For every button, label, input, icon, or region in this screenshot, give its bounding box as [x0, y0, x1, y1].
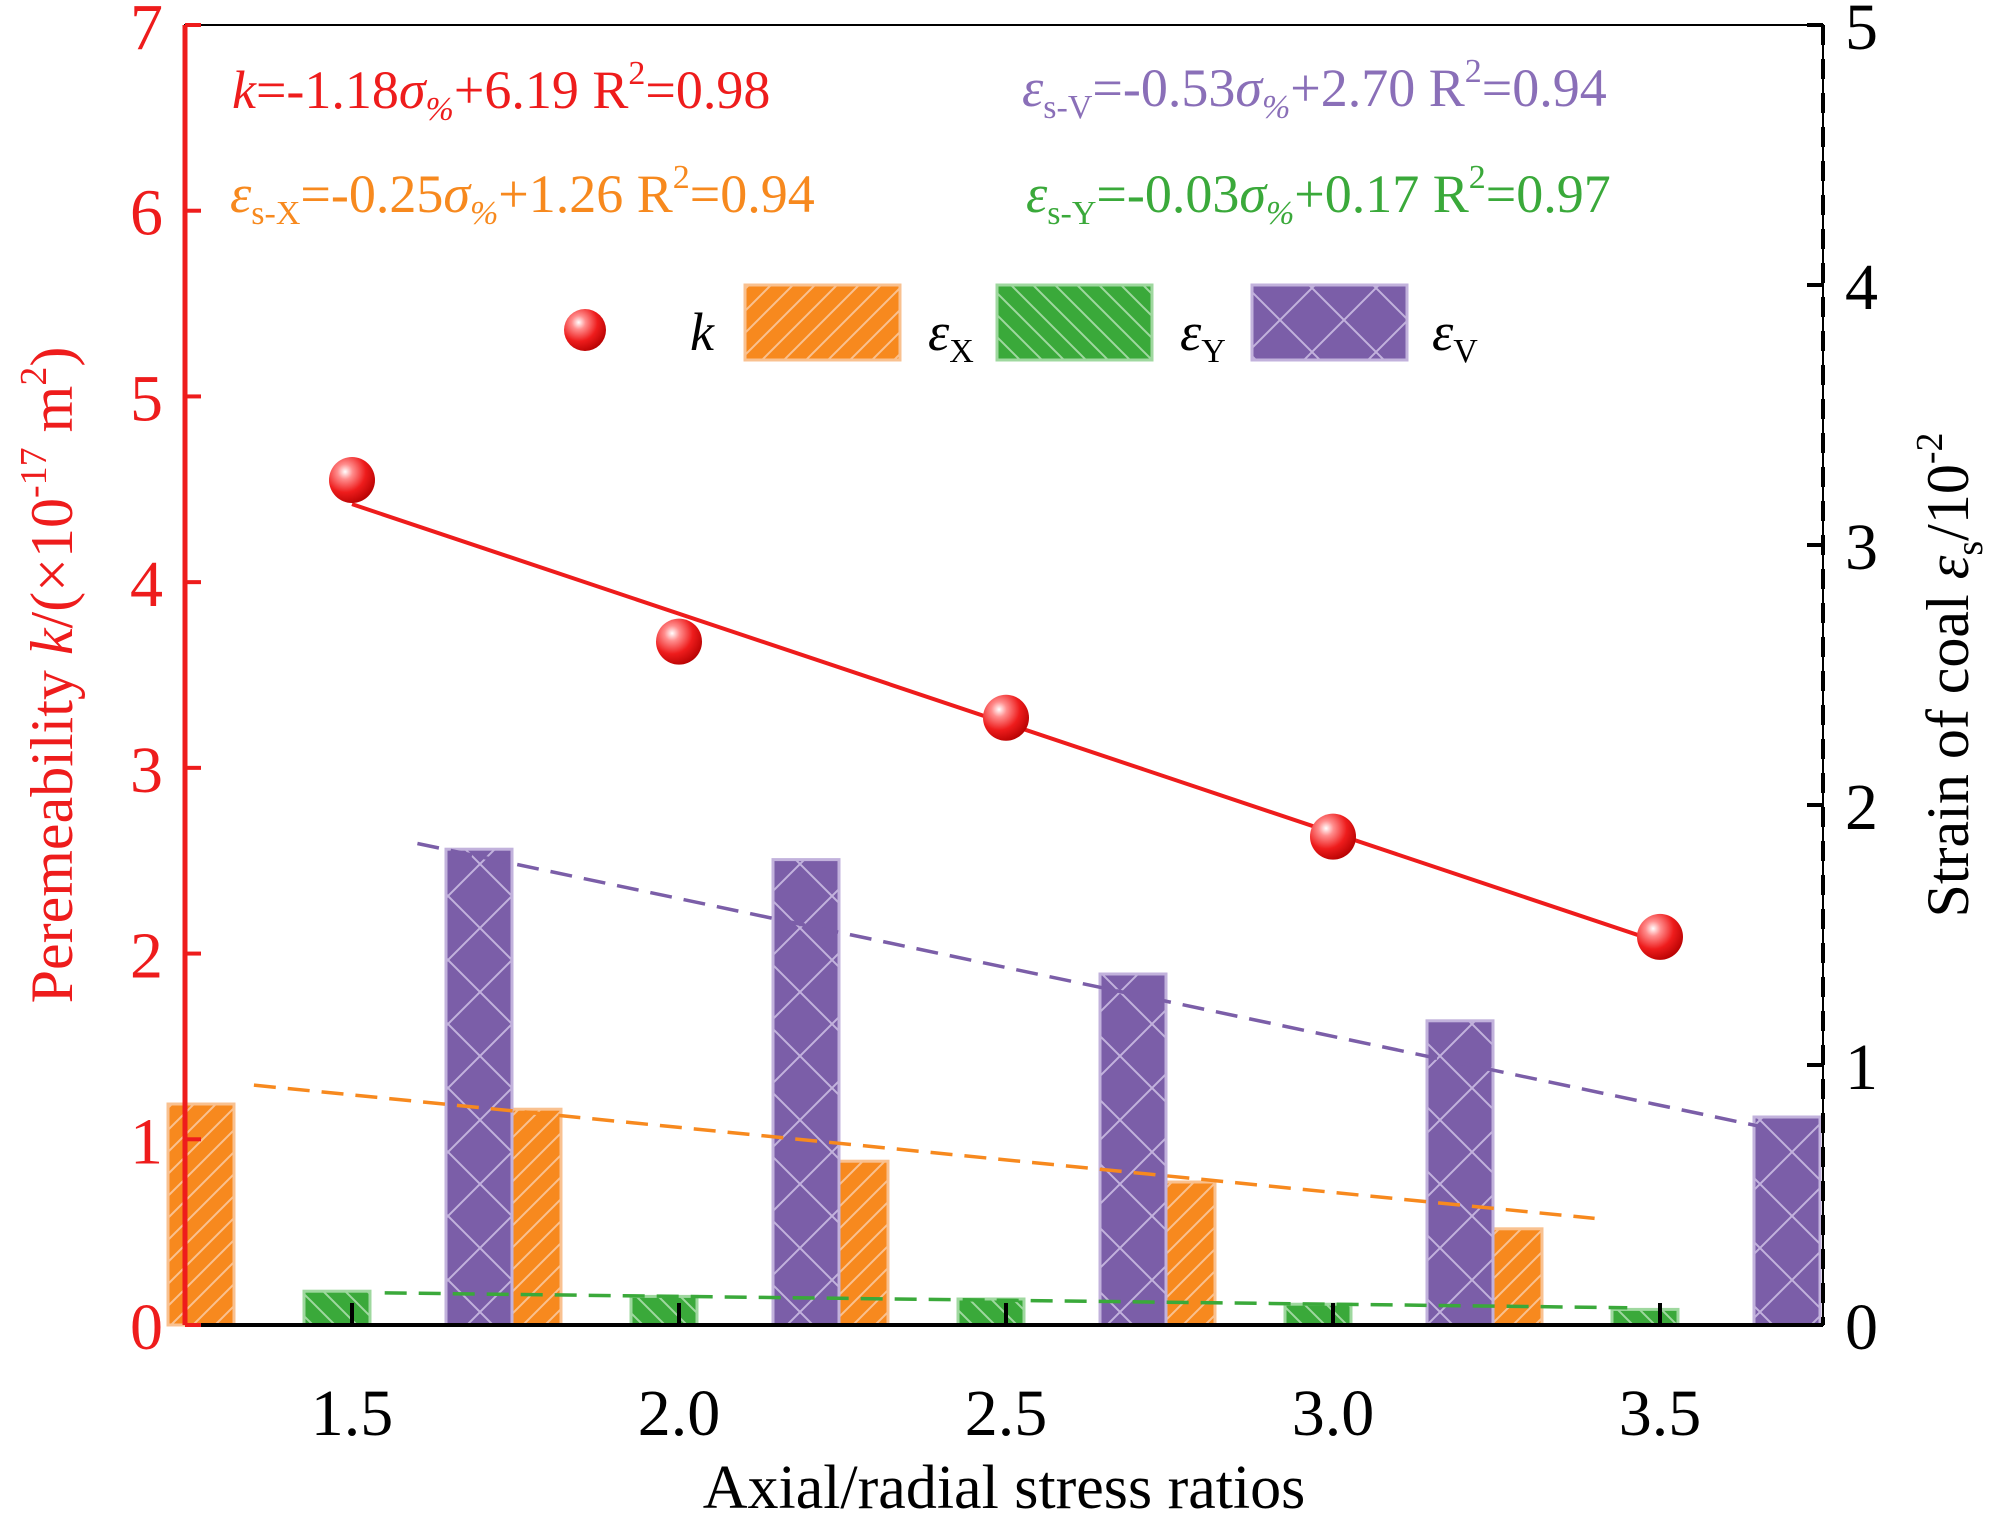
- bar-hatch-ey-3.5: [1612, 1309, 1678, 1325]
- k-point-2.5: [983, 694, 1029, 741]
- legend-eps-x-hatch: [745, 285, 900, 360]
- x-axis-label: Axial/radial stress ratios: [703, 1454, 1306, 1519]
- x-tick-label-1.5: 1.5: [311, 1377, 394, 1450]
- right-tick-label-4: 4: [1845, 251, 1878, 324]
- bar-hatch-ev-1.5: [446, 849, 512, 1325]
- left-tick-label-1: 1: [130, 1105, 163, 1178]
- bar-hatch-ey-3.0: [1285, 1304, 1351, 1325]
- bar-hatch-ex-1.5: [168, 1104, 234, 1325]
- k-point-3.5: [1637, 913, 1683, 960]
- bar-hatch-ey-1.5: [304, 1291, 370, 1325]
- bar-hatch-ev-2.5: [1100, 974, 1166, 1325]
- x-tick-label-2.0: 2.0: [638, 1377, 721, 1450]
- left-tick-label-6: 6: [130, 177, 163, 250]
- equation-eps-y: εs-Y=-0.03σ%+0.17 R2=0.97: [1026, 159, 1611, 232]
- fit-equations: k=-1.18σ%+6.19 R2=0.98 εs-V=-0.53σ%+2.70…: [230, 53, 1611, 232]
- equation-k: k=-1.18σ%+6.19 R2=0.98: [232, 55, 770, 128]
- x-tick-label-3.0: 3.0: [1292, 1377, 1375, 1450]
- bar-hatch-ev-2.0: [773, 859, 839, 1325]
- left-axis-label: Peremeability k/(×10-17 m2): [13, 347, 85, 1004]
- left-tick-label-3: 3: [130, 734, 163, 807]
- right-tick-label-2: 2: [1845, 771, 1878, 844]
- right-tick-label-1: 1: [1845, 1031, 1878, 1104]
- left-tick-label-5: 5: [130, 362, 163, 435]
- x-tick-label-3.5: 3.5: [1619, 1377, 1702, 1450]
- legend-eps-y-label: εY: [1180, 302, 1226, 370]
- left-tick-label-4: 4: [130, 548, 163, 621]
- bar-hatch-ey-2.5: [958, 1299, 1024, 1325]
- right-axis-label: Strain of coal εs/10-2: [1909, 432, 1991, 917]
- legend-eps-v-label: εV: [1432, 302, 1478, 370]
- fit-line-ev: [417, 841, 1759, 1128]
- left-tick-label-7: 7: [130, 0, 163, 64]
- left-tick-label-2: 2: [130, 920, 163, 993]
- x-tick-label-2.5: 2.5: [965, 1377, 1048, 1450]
- bars-layer: [166, 847, 1822, 1327]
- right-tick-label-0: 0: [1845, 1291, 1878, 1364]
- k-point-3.0: [1310, 813, 1356, 860]
- equation-eps-v: εs-V=-0.53σ%+2.70 R2=0.94: [1022, 53, 1607, 126]
- bar-hatch-ev-3.0: [1427, 1020, 1493, 1325]
- right-tick-label-5: 5: [1845, 0, 1878, 64]
- legend-eps-v-hatch: [1252, 285, 1407, 360]
- right-tick-label-3: 3: [1845, 511, 1878, 584]
- legend-k-label: k: [690, 302, 715, 362]
- k-point-2.0: [656, 618, 702, 665]
- left-tick-label-0: 0: [130, 1291, 163, 1364]
- legend-eps-x-label: εX: [928, 302, 974, 370]
- bar-hatch-ey-2.0: [631, 1296, 697, 1325]
- ticks-layer: 0 1 2 3 4 5 6 7 0 1 2 3 4 5 1.5 2.0 2.5 3.0 3.5: [130, 0, 1878, 1450]
- fit-line-ex: [253, 1083, 1595, 1221]
- bar-hatch-ev-3.5: [1754, 1117, 1820, 1325]
- equation-eps-x: εs-X=-0.25σ%+1.26 R2=0.94: [230, 159, 815, 232]
- fit-line-ey: [384, 1291, 1628, 1310]
- legend: k εX εY εV: [564, 283, 1478, 370]
- k-point-1.5: [329, 457, 375, 503]
- legend-k-marker: [564, 309, 606, 351]
- legend-eps-y-hatch: [997, 285, 1152, 360]
- k-points-layer: [329, 457, 1683, 960]
